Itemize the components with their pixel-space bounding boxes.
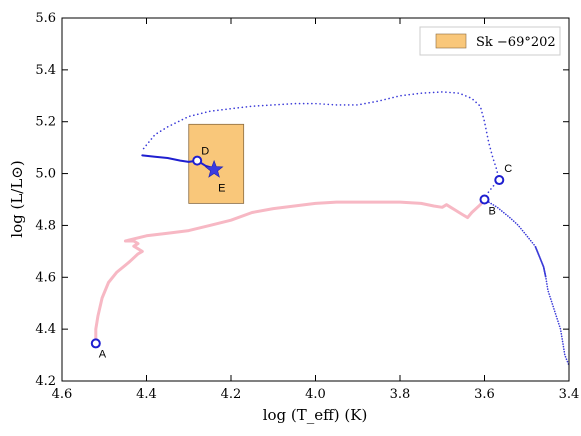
legend-label: Sk −69°202 xyxy=(476,35,556,50)
x-tick-label: 3.4 xyxy=(559,387,580,402)
y-tick-label: 5.0 xyxy=(35,167,56,182)
legend: Sk −69°202 xyxy=(419,26,561,56)
x-tick-label: 4.6 xyxy=(52,387,73,402)
x-tick-label: 3.6 xyxy=(474,387,495,402)
x-tick-label: 4.2 xyxy=(221,387,242,402)
blue-track-dense xyxy=(534,245,547,278)
y-tick-label: 5.4 xyxy=(35,63,56,78)
marker-C xyxy=(494,175,505,186)
y-tick-label: 5.6 xyxy=(35,11,56,26)
marker-A xyxy=(90,338,101,349)
legend-swatch xyxy=(435,33,467,49)
x-tick-label: 3.8 xyxy=(390,387,411,402)
y-tick-label: 4.8 xyxy=(35,218,56,233)
data-layer: A B C D E xyxy=(90,91,570,367)
pink-track-line xyxy=(94,198,486,344)
point-label-E: E xyxy=(218,183,225,195)
x-tick-label: 4.4 xyxy=(136,387,157,402)
plot-frame xyxy=(61,17,570,382)
y-tick-label: 4.4 xyxy=(35,322,56,337)
blue-track-blueloop xyxy=(141,154,216,170)
y-tick-label: 5.2 xyxy=(35,115,56,130)
star-marker-E xyxy=(204,159,224,178)
x-tick-label: 4.0 xyxy=(305,387,326,402)
y-tick-label: 4.6 xyxy=(35,270,56,285)
blue-track-redward xyxy=(483,198,570,367)
axes-layer: 4.6 4.4 4.2 4.0 3.8 3.6 3.4 4.2 4.4 4.6 4.8 5.0 5.2 5… xyxy=(35,11,579,402)
point-label-A: A xyxy=(99,348,107,360)
marker-D xyxy=(192,155,203,166)
x-axis-label: log (T_eff) (K) xyxy=(263,406,368,424)
point-label-B: B xyxy=(489,206,496,218)
y-axis-label: log (L/L⊙) xyxy=(8,160,26,237)
y-tick-label: 4.2 xyxy=(35,374,56,389)
point-label-C: C xyxy=(504,163,512,175)
marker-B xyxy=(479,194,490,205)
blue-track-dotted xyxy=(141,91,501,201)
point-label-D: D xyxy=(201,146,209,158)
